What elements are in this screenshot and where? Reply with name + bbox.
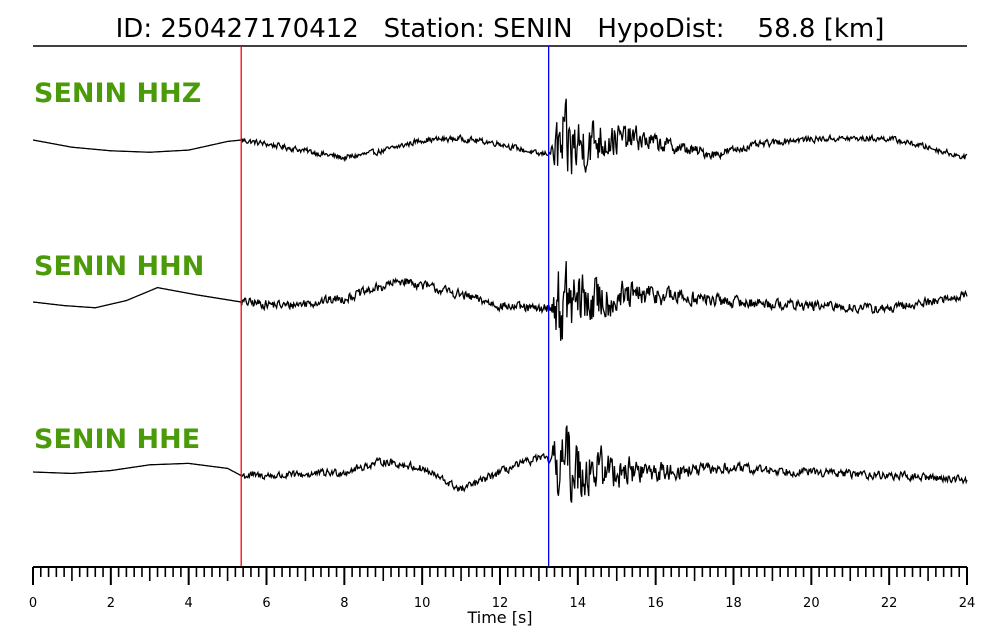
trace-label-2: SENIN HHN (34, 251, 204, 282)
trace-label-1: SENIN HHZ (34, 78, 201, 109)
x-axis-label: Time [s] (466, 608, 532, 627)
time-axis: 0 2 4 6 8 10 12 14 16 18 20 22 24 (29, 566, 976, 611)
tick-label: 24 (959, 596, 976, 611)
tick-label: 10 (414, 596, 431, 611)
tick-label: 20 (803, 596, 820, 611)
tick-label: 18 (725, 596, 742, 611)
trace-label-3: SENIN HHE (34, 424, 200, 455)
tick-label: 4 (185, 596, 193, 611)
trace-line-3 (33, 425, 968, 503)
trace-line-1 (32, 98, 968, 175)
tick-label: 22 (881, 596, 898, 611)
tick-label: 6 (262, 596, 270, 611)
trace-labels-group: SENIN HHZ SENIN HHN SENIN HHE (34, 78, 204, 455)
trace-line-2 (32, 261, 968, 341)
tick-label: 16 (647, 596, 664, 611)
tick-label: 14 (570, 596, 587, 611)
pick-markers-group (240, 46, 550, 567)
figure-title: ID: 250427170412 Station: SENIN HypoDist… (116, 14, 885, 44)
traces-group (32, 98, 968, 503)
tick-label: 12 (492, 596, 509, 611)
tick-label: 0 (29, 596, 37, 611)
tick-label: 8 (340, 596, 348, 611)
tick-label: 2 (107, 596, 115, 611)
